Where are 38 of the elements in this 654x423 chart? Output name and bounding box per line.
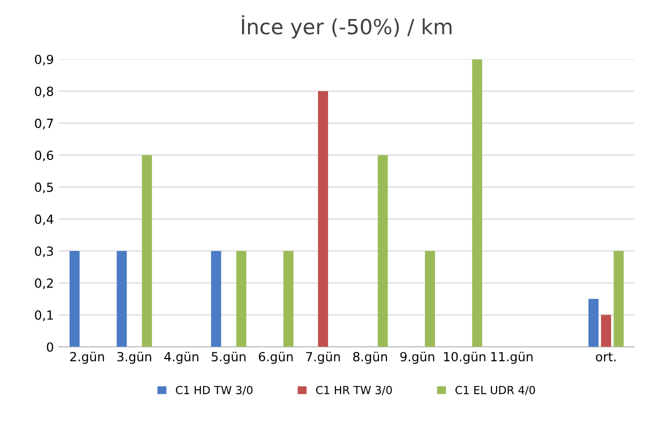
- y-tick-label: 0,2: [34, 278, 53, 290]
- bar: [601, 314, 612, 347]
- x-tick-label: 3.gün: [117, 352, 152, 364]
- y-tick-label: 0,5: [34, 182, 53, 194]
- y-tick-label: 0: [46, 342, 54, 352]
- y-tick-label: 0,8: [34, 86, 54, 98]
- bar: [211, 250, 222, 347]
- x-tick-label: 6.gün: [258, 352, 293, 364]
- legend-label: C1 EL UDR 4/0: [455, 386, 536, 396]
- bar: [318, 91, 328, 347]
- bar: [424, 250, 435, 347]
- y-tick-label: 0,9: [34, 54, 54, 66]
- y-tick-label: 0,3: [34, 246, 53, 258]
- y-tick-label: 0,6: [34, 150, 54, 162]
- legend-label: C1 HR TW 3/0: [316, 386, 392, 396]
- legend-label: C1 HD TW 3/0: [176, 386, 253, 396]
- y-tick-label: 0,4: [34, 214, 54, 226]
- x-tick-label: 4.gün: [164, 352, 198, 364]
- bar: [614, 250, 624, 347]
- x-tick-label: 9.gün: [400, 352, 434, 364]
- bar: [472, 59, 482, 347]
- x-tick-label: 7.gün: [306, 352, 340, 364]
- x-tick-label: 8.gün: [353, 352, 387, 364]
- bar: [116, 250, 127, 347]
- x-tick-label: 2.gün: [70, 352, 104, 364]
- bar: [283, 250, 294, 347]
- x-tick-label: 5.gün: [212, 352, 246, 364]
- chart-title: İnce yer (-50%) / km: [242, 15, 452, 39]
- bar: [378, 155, 388, 347]
- bar: [588, 298, 599, 347]
- bar: [70, 250, 80, 347]
- bar: [142, 155, 152, 347]
- x-tick-label: 11.gün: [491, 352, 532, 364]
- bar: [236, 250, 246, 347]
- y-tick-label: 0,1: [34, 310, 53, 322]
- y-tick-label: 0,7: [34, 118, 53, 130]
- x-tick-label: 10.gün: [444, 352, 486, 364]
- x-tick-label: ort.: [596, 352, 616, 362]
